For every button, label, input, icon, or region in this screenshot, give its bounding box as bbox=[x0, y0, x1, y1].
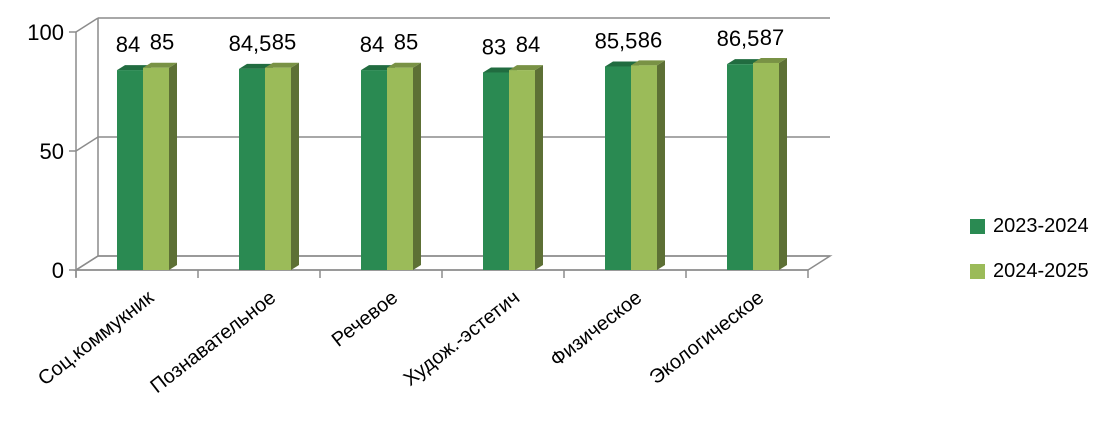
data-label: 85 bbox=[150, 30, 174, 55]
data-label: 84,5 bbox=[229, 31, 272, 56]
gridline-depth bbox=[75, 17, 99, 33]
bar-front bbox=[727, 64, 753, 270]
legend-item-series-2: 2024-2025 bbox=[970, 259, 1089, 283]
bar-front bbox=[509, 70, 535, 270]
bar-front bbox=[117, 70, 143, 270]
data-label: 85,5 bbox=[595, 29, 638, 54]
legend-swatch-series-1 bbox=[970, 218, 985, 234]
x-tick-label: Экологическое bbox=[646, 287, 769, 389]
x-tick-label: Речевое bbox=[328, 287, 402, 352]
x-tick-label: Худож.-эстетич bbox=[400, 287, 524, 391]
data-label: 85 bbox=[394, 30, 418, 55]
bar-side bbox=[535, 65, 543, 270]
legend: 2023-2024 2024-2025 bbox=[970, 214, 1089, 304]
x-tick-label: Физическое bbox=[546, 287, 646, 372]
axes bbox=[69, 31, 833, 278]
data-labels: 84 85 84,5 85 84 85 83 84 85,5 86 86,5 87 bbox=[116, 25, 784, 60]
bar-top bbox=[483, 67, 517, 73]
bar-top bbox=[387, 62, 421, 68]
legend-label-series-1: 2023-2024 bbox=[993, 215, 1089, 237]
bar-front bbox=[753, 62, 779, 270]
x-tick-label: Познавательное bbox=[146, 287, 280, 398]
bar-2-1 bbox=[143, 62, 177, 271]
bars bbox=[117, 57, 787, 271]
bar-front bbox=[631, 65, 657, 270]
grid bbox=[75, 17, 830, 271]
bar-side bbox=[291, 62, 299, 271]
bar-side bbox=[169, 62, 177, 271]
bar-top bbox=[605, 61, 639, 67]
data-label: 84 bbox=[516, 32, 540, 57]
y-tick-label: 0 bbox=[52, 258, 64, 283]
data-label: 86 bbox=[638, 27, 662, 52]
bar-top bbox=[631, 60, 665, 66]
bar-top bbox=[239, 63, 273, 69]
legend-swatch-series-2 bbox=[970, 263, 985, 279]
bar-2-3 bbox=[387, 62, 421, 271]
data-label: 87 bbox=[760, 25, 784, 50]
data-label: 84 bbox=[360, 32, 384, 57]
data-label: 84 bbox=[116, 32, 140, 57]
bar-2-2 bbox=[265, 62, 299, 271]
bar-front bbox=[361, 70, 387, 270]
y-tick-label: 100 bbox=[27, 20, 64, 45]
data-label: 86,5 bbox=[717, 26, 760, 51]
bar-2-6 bbox=[753, 57, 787, 270]
bar-top bbox=[727, 59, 761, 65]
bar-top bbox=[265, 62, 299, 68]
data-label: 83 bbox=[482, 34, 506, 59]
legend-label-series-2: 2024-2025 bbox=[993, 260, 1089, 282]
bar-top bbox=[753, 57, 787, 63]
bar-2-5 bbox=[631, 60, 665, 270]
bar-front bbox=[387, 67, 413, 270]
bar-side bbox=[413, 62, 421, 271]
bar-front bbox=[143, 67, 169, 270]
bar-top bbox=[509, 65, 543, 71]
bar-front bbox=[239, 68, 265, 270]
legend-item-series-1: 2023-2024 bbox=[970, 214, 1089, 238]
bar-side bbox=[657, 60, 665, 270]
bar-side bbox=[779, 57, 787, 270]
bar-front bbox=[265, 67, 291, 270]
bar-top bbox=[143, 62, 177, 68]
data-label: 85 bbox=[272, 30, 296, 55]
bar-2-4 bbox=[509, 65, 543, 270]
gridline-depth bbox=[75, 136, 99, 152]
bar-front bbox=[605, 66, 631, 270]
bar-top bbox=[361, 65, 395, 71]
floor bbox=[73, 255, 833, 271]
x-tick-label: Соц.коммукник bbox=[34, 286, 158, 390]
y-tick-label: 50 bbox=[40, 139, 64, 164]
bar-top bbox=[117, 65, 151, 71]
bar-front bbox=[483, 72, 509, 271]
